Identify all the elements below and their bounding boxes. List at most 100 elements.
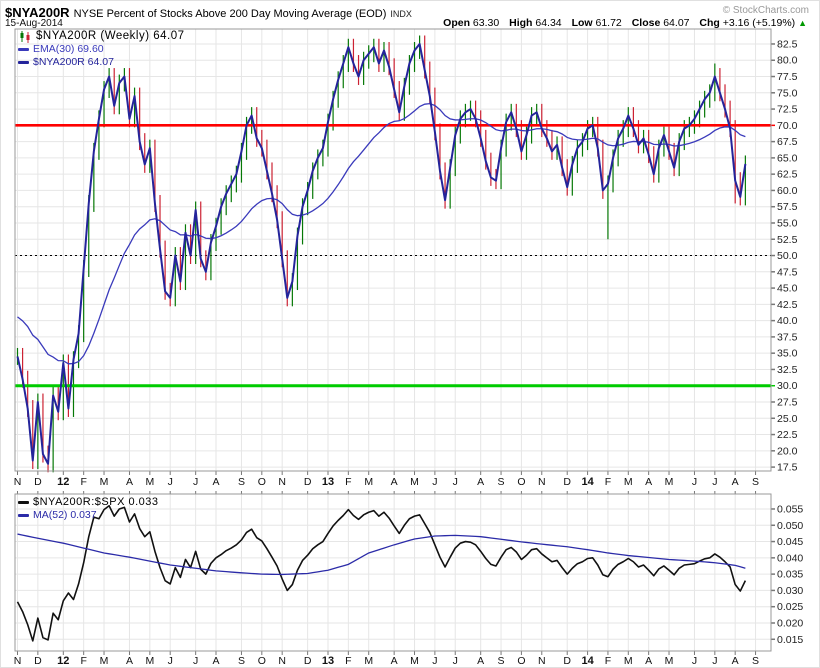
x-tick-label: D xyxy=(563,655,571,667)
x-tick-label: A xyxy=(732,655,739,667)
stockcharts-credit: © StockCharts.com xyxy=(722,5,809,16)
x-tick-label: 13 xyxy=(322,476,334,488)
y-tick-label: 20.0 xyxy=(777,445,798,457)
x-tick-label: D xyxy=(304,655,312,667)
x-tick-label: 12 xyxy=(57,476,69,488)
x-tick-label: S xyxy=(498,476,505,488)
x-tick-label: S xyxy=(752,655,759,667)
legend-closeline-label: $NYA200R 64.07 xyxy=(33,56,114,68)
x-tick-label: S xyxy=(238,476,245,488)
y-tick-label: 45.0 xyxy=(777,283,798,295)
x-tick-label: M xyxy=(100,476,109,488)
x-tick-label: D xyxy=(34,476,42,488)
x-tick-label: N xyxy=(14,476,22,488)
x-tick-label: J xyxy=(432,655,437,667)
y-tick-label: 37.5 xyxy=(777,331,798,343)
legend-item-closeline: $NYA200R 64.07 xyxy=(18,56,185,69)
open-label: Open xyxy=(443,17,470,29)
x-tick-label: D xyxy=(563,476,571,488)
x-tick-label: J xyxy=(712,476,717,488)
y-tick-label: 0.035 xyxy=(777,569,803,581)
legend-item-price: $NYA200R (Weekly) 64.07 xyxy=(18,30,185,43)
y-tick-label: 22.5 xyxy=(777,429,798,441)
x-tick-label: J xyxy=(193,476,198,488)
y-tick-label: 17.5 xyxy=(777,462,798,474)
x-tick-label: M xyxy=(410,655,419,667)
dash-icon xyxy=(18,61,29,64)
x-tick-label: J xyxy=(432,476,437,488)
x-tick-label: M xyxy=(410,476,419,488)
chart-title: NYSE Percent of Stocks Above 200 Day Mov… xyxy=(73,8,387,20)
ratio-panel-border xyxy=(14,493,772,652)
x-tick-label: N xyxy=(278,655,286,667)
symbol: $NYA200R xyxy=(5,5,70,20)
x-tick-label: A xyxy=(391,476,398,488)
y-tick-label: 57.5 xyxy=(777,201,798,213)
y-tick-label: 72.5 xyxy=(777,104,798,116)
high-label: High xyxy=(509,17,533,29)
x-tick-label: S xyxy=(498,655,505,667)
x-tick-label: A xyxy=(126,476,133,488)
x-tick-label: M xyxy=(624,655,633,667)
x-tick-label: F xyxy=(80,476,86,488)
y-tick-label: 35.0 xyxy=(777,348,798,360)
change-value: +3.16 (+5.19%) xyxy=(722,17,796,29)
x-tick-label: M xyxy=(145,655,154,667)
x-tick-label: J xyxy=(692,476,697,488)
y-tick-label: 42.5 xyxy=(777,299,798,311)
main-panel-border xyxy=(14,28,772,472)
close-line xyxy=(16,42,747,465)
high-value: 64.34 xyxy=(535,17,562,29)
y-tick-label: 0.055 xyxy=(777,503,803,515)
x-tick-label: O xyxy=(258,655,266,667)
x-tick-label: J xyxy=(453,655,458,667)
candles-icon xyxy=(20,31,30,43)
y-tick-label: 67.5 xyxy=(777,136,798,148)
legend-item-ma52: MA(52) 0.037 xyxy=(18,509,158,522)
y-tick-label: 40.0 xyxy=(777,315,798,327)
legend-ma52-label: MA(52) 0.037 xyxy=(33,509,97,521)
ema-line xyxy=(17,102,746,365)
x-tick-label: J xyxy=(692,655,697,667)
y-tick-label: 82.5 xyxy=(777,38,798,50)
y-tick-label: 0.030 xyxy=(777,585,803,597)
ma52-line xyxy=(17,533,746,576)
y-tick-label: 25.0 xyxy=(777,413,798,425)
y-tick-label: 55.0 xyxy=(777,217,798,229)
y-tick-label: 0.015 xyxy=(777,634,803,646)
x-tick-label: A xyxy=(213,655,220,667)
y-tick-label: 32.5 xyxy=(777,364,798,376)
y-tick-label: 0.025 xyxy=(777,601,803,613)
x-tick-label: N xyxy=(538,655,546,667)
x-tick-label: D xyxy=(34,655,42,667)
x-tick-label: M xyxy=(665,476,674,488)
low-label: Low xyxy=(571,17,593,29)
y-tick-label: 0.045 xyxy=(777,536,803,548)
x-tick-label: 14 xyxy=(581,476,594,488)
x-tick-label: O xyxy=(258,476,266,488)
quote-strip: Open 63.30 High 64.34 Low 61.72 Close 64… xyxy=(436,17,807,29)
x-tick-label: M xyxy=(145,476,154,488)
main-legend: $NYA200R (Weekly) 64.07 EMA(30) 69.60 $N… xyxy=(18,30,185,69)
y-tick-label: 0.020 xyxy=(777,617,803,629)
open-value: 63.30 xyxy=(472,17,500,29)
x-tick-label: M xyxy=(665,655,674,667)
y-tick-label: 52.5 xyxy=(777,234,798,246)
x-tick-label: F xyxy=(605,476,611,488)
low-value: 61.72 xyxy=(595,17,622,29)
x-tick-label: A xyxy=(391,655,398,667)
y-tick-label: 50.0 xyxy=(777,250,798,262)
x-tick-label: A xyxy=(732,476,739,488)
x-tick-label: S xyxy=(238,655,245,667)
x-tick-label: F xyxy=(605,655,611,667)
x-tick-label: N xyxy=(14,655,22,667)
x-tick-label: M xyxy=(364,655,373,667)
legend-item-ema: EMA(30) 69.60 xyxy=(18,43,185,56)
close-label: Close xyxy=(631,17,661,29)
x-tick-label: N xyxy=(278,476,286,488)
y-tick-label: 30.0 xyxy=(777,380,798,392)
x-tick-label: J xyxy=(168,476,173,488)
x-tick-label: 13 xyxy=(322,655,334,667)
